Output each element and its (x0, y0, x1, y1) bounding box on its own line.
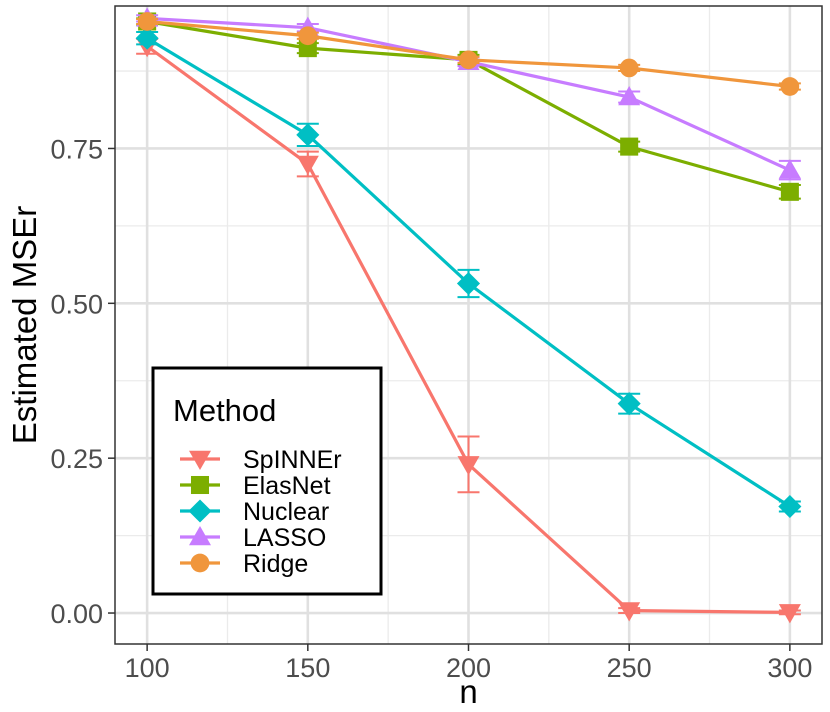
data-point (457, 456, 480, 476)
series-ridge (136, 12, 801, 96)
legend-key-marker (188, 499, 212, 523)
series-nuclear (135, 26, 802, 519)
y-tick-label: 0.00 (50, 599, 103, 629)
legend-item-ridge: Ridge (180, 550, 308, 578)
legend-item-lasso: LASSO (180, 524, 326, 552)
legend-item-nuclear: Nuclear (180, 498, 329, 526)
data-point (778, 494, 802, 519)
legend-title: Method (173, 393, 276, 428)
x-tick-label: 200 (446, 653, 491, 683)
legend-label: Ridge (243, 550, 308, 578)
x-tick-label: 250 (607, 653, 652, 683)
y-tick-label: 0.25 (50, 444, 103, 474)
legend-label: Nuclear (243, 498, 329, 526)
legend-key-marker (190, 553, 210, 573)
legend-key-marker (189, 526, 211, 546)
y-tick-label: 0.50 (50, 289, 103, 319)
data-point (137, 12, 157, 31)
legend-label: LASSO (243, 524, 326, 552)
legend-item-spinner: SpINNEr (180, 446, 342, 474)
data-point (459, 50, 478, 70)
data-point (135, 26, 159, 50)
data-point (296, 123, 320, 147)
y-tick-label: 0.75 (50, 134, 103, 164)
data-point (620, 137, 639, 156)
data-point (617, 392, 641, 416)
legend-key-marker (190, 475, 210, 495)
y-axis-title: Estimated MSEr (6, 206, 43, 444)
data-point (618, 86, 641, 106)
legend-key-marker (189, 450, 211, 470)
x-axis-title: n (459, 673, 477, 710)
data-point (296, 155, 319, 175)
x-tick-label: 300 (767, 653, 812, 683)
data-point (778, 159, 801, 179)
x-tick-label: 100 (125, 653, 170, 683)
data-point (778, 604, 801, 624)
legend-label: ElasNet (243, 472, 331, 500)
data-point (619, 58, 639, 78)
x-tick-label: 150 (285, 653, 330, 683)
legend-item-elasnet: ElasNet (180, 472, 331, 500)
axes: 100 150 200 250 300 0.00 0.25 0.50 0.75 n Estimate… (6, 134, 812, 710)
data-point (456, 271, 481, 296)
data-point (780, 77, 800, 96)
data-point (780, 182, 799, 201)
data-point (298, 26, 318, 46)
legend-label: SpINNEr (243, 446, 342, 474)
series-layer (135, 7, 802, 624)
data-point (618, 602, 641, 622)
